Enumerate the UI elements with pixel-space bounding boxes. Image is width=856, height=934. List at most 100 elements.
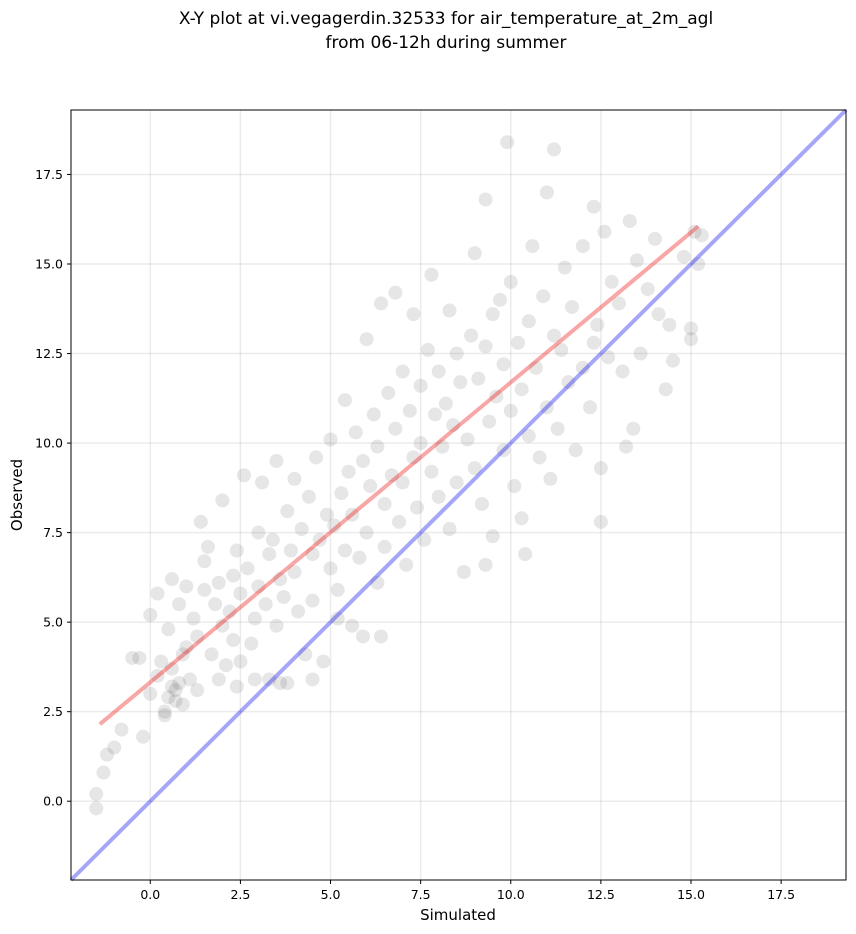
scatter-point [593,514,608,529]
scatter-point [172,676,187,691]
scatter-point [168,693,183,708]
scatter-point [237,468,252,483]
scatter-point [312,532,327,547]
scatter-point [164,572,179,587]
scatter-point [273,572,288,587]
scatter-point [424,267,439,282]
scatter-point [547,142,562,157]
x-tick-label: 7.5 [411,887,431,902]
scatter-point [384,468,399,483]
scatter-point [604,274,619,289]
scatter-point [568,443,583,458]
scatter-point [179,579,194,594]
scatter-point [428,407,443,422]
scatter-point [626,421,641,436]
scatter-point [305,672,320,687]
scatter-point [280,504,295,519]
scatter-point [615,364,630,379]
scatter-point [175,647,190,662]
scatter-point [449,475,464,490]
scatter-point [172,597,187,612]
scatter-point [640,282,655,297]
scatter-point [406,307,421,322]
scatter-point [348,425,363,440]
scatter-point [471,371,486,386]
scatter-point [633,346,648,361]
scatter-point [265,532,280,547]
scatter-point [691,257,706,271]
scatter-point [182,672,197,687]
scatter-point [370,439,385,454]
x-tick-label: 17.5 [767,887,795,902]
x-axis-label: Simulated [420,906,496,924]
scatter-point [392,514,407,529]
y-tick-label: 7.5 [43,525,63,540]
scatter-points [89,135,709,816]
scatter-point [226,568,241,583]
scatter-point [611,296,626,311]
scatter-point [442,303,457,318]
chart-title-line-1: X-Y plot at vi.vegagerdin.32533 for air_… [179,9,713,29]
scatter-point [301,489,316,504]
scatter-point [323,432,338,447]
scatter-point [575,239,590,254]
y-tick-label: 10.0 [35,436,63,451]
scatter-point [251,579,266,594]
scatter-point [233,654,248,669]
scatter-point [492,292,507,307]
scatter-point [482,414,497,429]
scatter-point [197,554,212,569]
scatter-point [485,307,500,322]
scatter-point [175,697,190,712]
scatter-point [514,382,529,397]
scatter-point [485,529,500,544]
scatter-point [247,611,262,626]
scatter-point [305,593,320,608]
scatter-point [478,339,493,354]
scatter-point [291,604,306,619]
scatter-point [601,350,616,365]
scatter-point [143,607,158,622]
scatter-point [460,432,475,447]
grid [71,110,846,880]
scatter-point [114,722,129,737]
y-tick-label: 0.0 [43,794,63,809]
scatter-point [168,683,183,698]
scatter-point [200,539,215,554]
scatter-point [684,332,698,347]
scatter-point [352,550,367,565]
scatter-point [136,729,151,744]
scatter-point [420,342,435,357]
y-tick-label: 2.5 [43,704,63,719]
scatter-point [211,575,226,590]
scatter-point [240,561,255,576]
scatter-point [478,557,493,572]
scatter-point [431,489,446,504]
scatter-point [619,439,634,454]
scatter-point [273,676,288,691]
scatter-point [410,500,425,515]
scatter-point [431,364,446,379]
scatter-point [262,547,277,562]
scatter-point [247,672,262,687]
scatter-point [651,307,666,322]
scatter-point [258,597,273,612]
scatter-point [539,185,554,200]
scatter-point [694,228,709,243]
scatter-point [323,561,338,576]
scatter-point [525,239,540,254]
scatter-point [96,765,111,780]
scatter-point [388,421,403,436]
scatter-point [132,650,147,665]
scatter-point [395,475,410,490]
scatter-point [456,565,471,579]
scatter-point [215,493,230,508]
scatter-point [337,543,352,558]
scatter-point [179,640,194,655]
scatter-point [330,582,345,597]
y-axis-ticks: 0.0 2.5 5.0 7.5 10.0 12.5 15.0 17.5 [35,167,71,809]
scatter-point [269,618,284,633]
scatter-point [622,214,637,229]
y-tick-label: 15.0 [35,257,63,272]
scatter-point [561,375,576,390]
